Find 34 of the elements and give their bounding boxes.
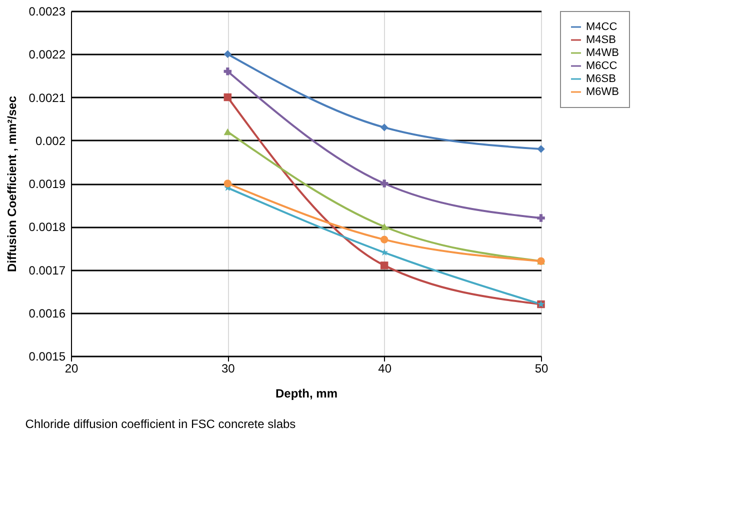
legend-label: M6CC [586, 60, 618, 72]
point [380, 180, 388, 188]
point [537, 214, 545, 222]
point [380, 223, 388, 230]
x-tick-label: 20 [64, 362, 78, 376]
legend-label: M6SB [586, 73, 616, 85]
y-axis-title: Diffusion Coefficient , mm²/sec [4, 96, 19, 272]
legend-label: M4SB [586, 34, 616, 46]
point [224, 68, 232, 76]
x-axis-title: Depth, mm [275, 386, 338, 400]
legend-label: M4WB [586, 47, 619, 59]
point [380, 124, 388, 132]
point [224, 180, 232, 188]
y-tick-label: 0.0016 [28, 306, 66, 320]
point [224, 50, 232, 58]
y-tick-label: 0.002 [35, 134, 66, 148]
x-tick-label: 40 [378, 362, 392, 376]
y-tick-label: 0.0017 [28, 263, 66, 278]
point [380, 262, 388, 270]
y-tick-label: 0.0018 [28, 220, 66, 234]
legend-label: M6WB [586, 86, 619, 98]
point [224, 93, 232, 102]
y-tick-label: 0.0022 [28, 48, 66, 62]
y-tick-label: 0.0023 [28, 4, 66, 18]
x-tick-label: 30 [221, 362, 236, 376]
point [380, 236, 388, 244]
legend-label: M4CC [586, 21, 618, 33]
y-tick-label: 0.0021 [28, 90, 66, 105]
x-tick-label: 50 [534, 362, 548, 376]
point [537, 145, 545, 153]
y-tick-label: 0.0015 [28, 350, 66, 364]
text: Chloride diffusion coefficient in FSC concrete slabs [25, 417, 296, 431]
point [224, 128, 232, 136]
y-tick-label: 0.0019 [28, 177, 66, 191]
